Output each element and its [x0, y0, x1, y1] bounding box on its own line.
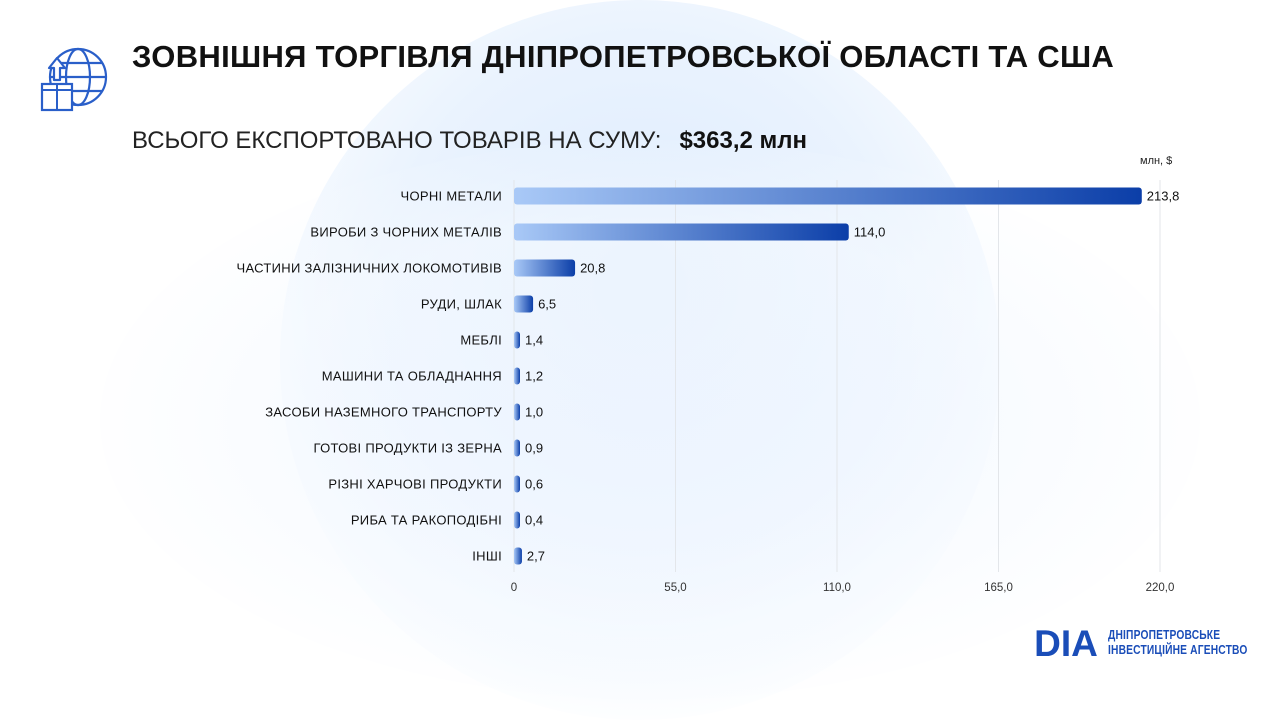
bars	[514, 187, 1142, 565]
bar	[514, 547, 522, 565]
category-label: РІЗНІ ХАРЧОВІ ПРОДУКТИ	[328, 477, 502, 492]
value-label: 1,2	[525, 369, 543, 384]
unit-label: млн, $	[1140, 155, 1173, 167]
x-tick-label: 0	[511, 582, 517, 594]
value-label: 0,9	[525, 441, 543, 456]
bar	[514, 259, 576, 277]
value-label: 2,7	[527, 549, 545, 564]
category-label: ГОТОВІ ПРОДУКТИ ІЗ ЗЕРНА	[313, 441, 502, 456]
agency-logo: DIA ДНІПРОПЕТРОВСЬКЕ ІНВЕСТИЦІЙНЕ АГЕНСТ…	[1028, 622, 1248, 666]
logo-mark-text: DIA	[1034, 623, 1098, 660]
category-label: ЧАСТИНИ ЗАЛІЗНИЧНИХ ЛОКОМОТИВІВ	[236, 261, 502, 276]
bar	[514, 475, 520, 493]
category-label: ВИРОБИ З ЧОРНИХ МЕТАЛІВ	[310, 225, 502, 240]
page-title: ЗОВНІШНЯ ТОРГІВЛЯ ДНІПРОПЕТРОВСЬКОЇ ОБЛА…	[132, 39, 1115, 74]
bar	[514, 331, 520, 349]
value-label: 114,0	[854, 225, 886, 240]
globe-export-box-icon	[40, 47, 108, 112]
x-tick-label: 55,0	[664, 582, 686, 594]
category-label: РУДИ, ШЛАК	[421, 297, 502, 312]
value-label: 213,8	[1147, 189, 1180, 204]
category-label: ІНШІ	[472, 549, 502, 564]
export-total: ВСЬОГО ЕКСПОРТОВАНО ТОВАРІВ НА СУМУ: $363…	[132, 126, 807, 156]
value-label: 1,0	[525, 405, 543, 420]
x-tick-label: 165,0	[984, 582, 1013, 594]
export-total-label: ВСЬОГО ЕКСПОРТОВАНО ТОВАРІВ НА СУМУ:	[132, 127, 662, 154]
logo-line-1: ДНІПРОПЕТРОВСЬКЕ	[1108, 628, 1221, 642]
value-label: 1,4	[525, 333, 543, 348]
bar	[514, 403, 520, 421]
category-label: ЗАСОБИ НАЗЕМНОГО ТРАНСПОРТУ	[265, 405, 502, 420]
dia-logo-mark: DIA	[1028, 623, 1104, 660]
x-tick-label: 110,0	[823, 582, 851, 594]
labels: 0 55,0 110,0 165,0 220,0 ЧОРНІ МЕТАЛИ 213,8 ВИР…	[236, 189, 1179, 595]
value-label: 0,6	[525, 477, 543, 492]
value-label: 0,4	[525, 513, 543, 528]
value-label: 6,5	[538, 297, 556, 312]
category-label: МАШИНИ ТА ОБЛАДНАННЯ	[322, 369, 502, 384]
bar	[514, 223, 849, 241]
bar	[514, 439, 520, 457]
bar	[514, 511, 520, 529]
bar	[514, 295, 534, 313]
category-label: РИБА ТА РАКОПОДІБНІ	[351, 513, 502, 528]
category-label: МЕБЛІ	[460, 333, 502, 348]
value-label: 20,8	[580, 261, 605, 276]
bar	[514, 367, 520, 385]
x-tick-label: 220,0	[1146, 582, 1175, 594]
logo-line-2: ІНВЕСТИЦІЙНЕ АГЕНСТВО	[1108, 643, 1248, 657]
export-total-value: $363,2 млн	[679, 127, 808, 154]
bar	[514, 187, 1142, 205]
category-label: ЧОРНІ МЕТАЛИ	[401, 189, 503, 204]
logo-text: ДНІПРОПЕТРОВСЬКЕ ІНВЕСТИЦІЙНЕ АГЕНСТВО	[1108, 628, 1248, 658]
